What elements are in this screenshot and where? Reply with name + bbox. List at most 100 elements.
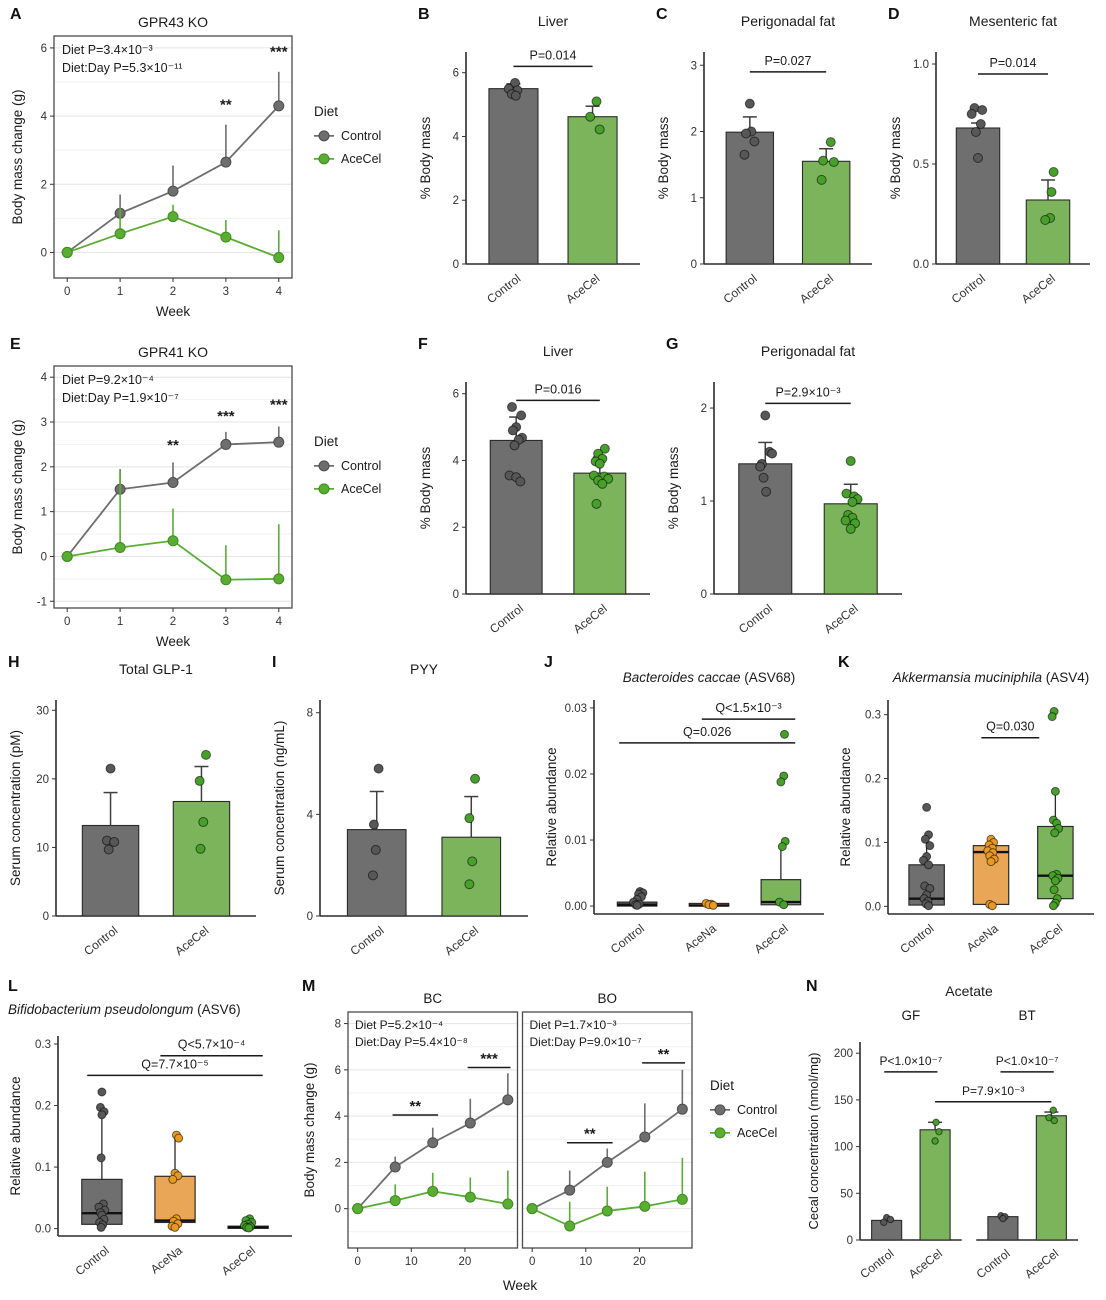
svg-text:**: ** [584,1126,596,1143]
svg-text:Control: Control [608,921,647,956]
svg-text:AceCel: AceCel [571,601,610,636]
svg-text:Diet:Day P=9.0×10⁻⁷: Diet:Day P=9.0×10⁻⁷ [530,1035,642,1049]
panel-M-letter: M [302,978,316,995]
panel-J-chart: 0.00 0.01 0.02 0.03 Bacteroides caccae (ASV6… [542,654,834,976]
svg-text:Control: Control [857,1246,896,1281]
svg-text:% Body mass: % Body mass [666,446,681,529]
panel-L-letter: L [8,978,18,995]
svg-text:8: 8 [335,1019,341,1031]
svg-text:0: 0 [64,286,70,298]
svg-text:P=0.014: P=0.014 [530,48,577,62]
svg-text:Bacteroides caccae (ASV68): Bacteroides caccae (ASV68) [623,670,796,685]
svg-text:2: 2 [170,616,176,628]
panel-B-chart: 0 2 4 6 Liver Control AceCel P=0.014 % Body mass [416,6,652,324]
svg-text:2: 2 [691,127,697,139]
svg-text:100: 100 [834,1142,853,1154]
panel-A-chart: 0 1 2 3 4 0 2 4 6 GPR43 KO Diet P=3.4×10⁻³ Diet:Day… [8,6,410,324]
svg-text:0: 0 [307,911,313,923]
svg-text:0.2: 0.2 [35,1101,51,1113]
svg-text:1: 1 [691,193,697,205]
svg-text:0.02: 0.02 [565,769,587,781]
svg-text:10: 10 [36,842,49,854]
svg-text:Control: Control [737,1103,777,1117]
svg-text:Q=0.026: Q=0.026 [683,725,731,739]
svg-text:***: *** [270,43,288,60]
svg-text:4: 4 [276,286,283,298]
panel-J: J 0.00 0.01 0.02 0.03 Bacteroides caccae (AS… [542,654,834,976]
svg-text:Cecal concentration (nmol/mg): Cecal concentration (nmol/mg) [806,1052,821,1229]
svg-text:AceCel: AceCel [1022,1246,1061,1281]
svg-text:Mesenteric fat: Mesenteric fat [969,13,1057,29]
svg-text:**: ** [658,1046,670,1063]
svg-text:2: 2 [41,179,47,191]
svg-text:4: 4 [307,809,314,821]
svg-text:GPR43 KO: GPR43 KO [138,14,208,30]
svg-text:4: 4 [335,1111,342,1123]
panel-A: A 0 1 2 3 4 0 2 4 6 GPR43 KO Diet P=3.4×10⁻³ Diet:D… [8,6,410,324]
svg-text:AceNa: AceNa [148,1243,185,1276]
svg-text:0: 0 [847,1235,853,1247]
svg-text:0.0: 0.0 [35,1224,51,1236]
svg-text:**: ** [167,437,179,454]
svg-text:Diet P=3.4×10⁻³: Diet P=3.4×10⁻³ [62,43,153,57]
panel-E-letter: E [10,336,21,353]
svg-text:1: 1 [117,616,123,628]
svg-text:Acetate: Acetate [945,983,993,999]
svg-text:0.1: 0.1 [35,1162,51,1174]
svg-text:Q=7.7×10⁻⁵: Q=7.7×10⁻⁵ [141,1057,208,1071]
svg-text:Control: Control [347,923,386,958]
svg-text:4: 4 [276,616,283,628]
svg-text:Week: Week [503,1278,538,1293]
svg-text:0.3: 0.3 [35,1039,51,1051]
svg-text:Total GLP-1: Total GLP-1 [119,661,193,677]
svg-text:Diet: Diet [710,1078,734,1093]
svg-text:20: 20 [36,774,49,786]
svg-text:0.0: 0.0 [913,259,929,271]
panel-H: H 0 10 20 30 Total GLP-1 Control AceCel Serum c… [6,654,268,976]
svg-text:0.1: 0.1 [865,837,881,849]
svg-text:0: 0 [701,589,707,601]
svg-text:% Body mass: % Body mass [418,446,433,529]
svg-text:Diet P=5.2×10⁻⁴: Diet P=5.2×10⁻⁴ [355,1018,443,1032]
svg-text:Diet: Diet [314,434,338,449]
svg-text:BT: BT [1019,1008,1036,1023]
svg-text:Diet:Day P=5.3×10⁻¹¹: Diet:Day P=5.3×10⁻¹¹ [62,61,183,75]
svg-text:0: 0 [335,1204,341,1216]
svg-text:Control: Control [974,1246,1013,1281]
svg-text:**: ** [409,1098,421,1115]
panel-K: K 0.0 0.1 0.2 0.3 Akkermansia muciniphila (A… [836,654,1104,976]
svg-text:0.03: 0.03 [565,703,587,715]
panel-D-chart: 0.0 0.5 1.0 Mesenteric fat Control AceCel P=0.… [886,6,1102,324]
svg-text:GF: GF [901,1008,920,1023]
panel-K-chart: 0.0 0.1 0.2 0.3 Akkermansia muciniphila (ASV… [836,654,1104,976]
svg-text:6: 6 [453,389,459,401]
svg-text:Control: Control [81,923,120,958]
svg-text:% Body mass: % Body mass [888,116,903,199]
svg-text:50: 50 [840,1188,853,1200]
svg-text:-1: -1 [37,596,47,608]
svg-text:1: 1 [117,286,123,298]
svg-text:Control: Control [341,459,381,473]
svg-text:Diet P=1.7×10⁻³: Diet P=1.7×10⁻³ [530,1018,617,1032]
svg-text:P<1.0×10⁻⁷: P<1.0×10⁻⁷ [996,1054,1059,1068]
svg-text:3: 3 [223,616,229,628]
svg-text:Q<5.7×10⁻⁴: Q<5.7×10⁻⁴ [178,1038,246,1052]
svg-text:6: 6 [41,43,47,55]
panel-F-chart: 0 2 4 6 Liver Control AceCel P=0.016 % Body mass [416,336,662,654]
panel-M-chart: 0 2 4 6 8 0 10 20 BC Diet P=5.2×10⁻⁴ Diet:Day P=5.… [300,978,798,1298]
svg-text:0: 0 [354,1256,360,1268]
svg-text:P<1.0×10⁻⁷: P<1.0×10⁻⁷ [879,1054,942,1068]
svg-text:Control: Control [487,601,526,636]
panel-J-letter: J [544,654,553,671]
svg-text:10: 10 [405,1256,418,1268]
panel-N-chart: 0 50 100 150 200 Acetate GF BT Control AceCel Cont… [804,978,1104,1298]
panel-K-letter: K [838,654,850,671]
svg-text:Liver: Liver [538,13,569,29]
svg-text:4: 4 [453,455,460,467]
svg-text:2: 2 [453,195,459,207]
svg-text:AceCel: AceCel [821,601,860,636]
panel-E: E 0 1 2 3 4 -1 0 1 2 3 4 GPR41 KO Diet P=9.2×10⁻⁴ Die… [8,336,410,654]
svg-text:Serum concentration (ng/mL): Serum concentration (ng/mL) [272,721,287,896]
svg-text:Q=0.030: Q=0.030 [986,720,1034,734]
svg-text:Body mass change (g): Body mass change (g) [302,1062,317,1197]
